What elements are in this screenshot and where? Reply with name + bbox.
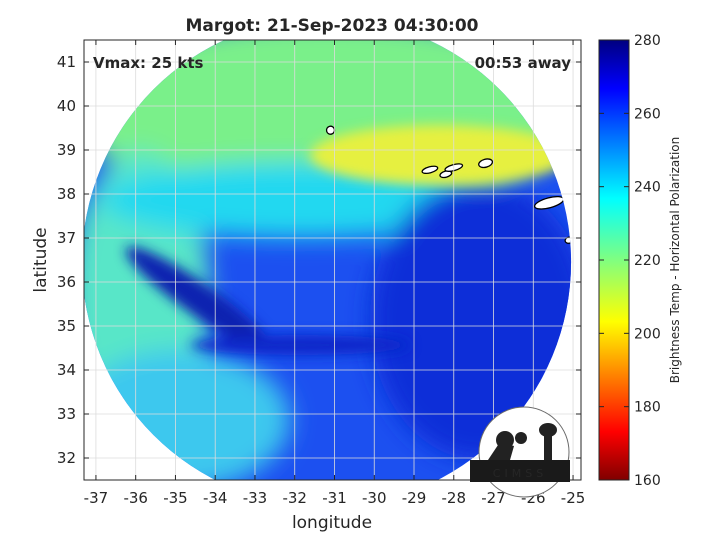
x-tick-label: -34	[203, 489, 228, 507]
y-tick-label: 36	[57, 273, 76, 291]
y-tick-label: 39	[57, 141, 76, 159]
field-cold-band	[125, 246, 275, 354]
time-away-annotation: 00:53 away	[475, 54, 572, 72]
y-tick-label: 35	[57, 317, 76, 335]
x-tick-label: -28	[442, 489, 467, 507]
colorbar-tick-label: 260	[634, 106, 661, 122]
chart-title: Margot: 21-Sep-2023 04:30:00	[186, 16, 479, 36]
field-cold-east	[370, 180, 572, 460]
colorbar-tick-label: 240	[634, 180, 661, 196]
brightness-field	[84, 40, 572, 480]
colorbar-tick-label: 180	[634, 400, 661, 416]
x-tick-label: -33	[243, 489, 268, 507]
colorbar-tick-label: 280	[634, 33, 661, 49]
x-tick-label: -37	[84, 489, 109, 507]
y-tick-label: 32	[57, 449, 76, 467]
colorbar-axis: 160 180 200 220 240 260 280	[599, 33, 661, 489]
y-axis: 32 33 34 35 36 37 38 39 40 41	[57, 53, 581, 467]
y-tick-label: 37	[57, 229, 76, 247]
x-tick-label: -25	[561, 489, 586, 507]
vmax-annotation: Vmax: 25 kts	[93, 54, 203, 72]
cimss-logo: CIMSS	[470, 406, 570, 498]
y-tick-label: 38	[57, 185, 76, 203]
grid	[84, 40, 581, 480]
colorbar-label: Brightness Temp - Horizontal Polarizatio…	[668, 137, 682, 384]
y-tick-label: 40	[57, 97, 76, 115]
colorbar-tick-label: 200	[634, 326, 661, 342]
y-tick-label: 33	[57, 405, 76, 423]
axes-box	[83, 39, 582, 481]
x-axis-label: longitude	[292, 513, 372, 533]
x-tick-label: -32	[282, 489, 307, 507]
island-contour	[439, 170, 453, 179]
cimss-logo-text: CIMSS	[493, 467, 547, 480]
y-tick-label: 41	[57, 53, 76, 71]
field-yellow-band	[310, 125, 570, 185]
y-tick-label: 34	[57, 361, 76, 379]
x-tick-label: -35	[163, 489, 188, 507]
island-contour	[478, 158, 494, 169]
colorbar-tick-label: 220	[634, 253, 661, 269]
land-contours	[325, 125, 572, 244]
field-cold-band-2	[190, 335, 410, 355]
x-tick-label: -27	[481, 489, 506, 507]
x-tick-label: -31	[322, 489, 347, 507]
x-tick-label: -29	[402, 489, 427, 507]
island-contour	[421, 165, 439, 175]
x-tick-label: -36	[123, 489, 148, 507]
y-axis-label: latitude	[31, 227, 51, 292]
colorbar-tick-label: 160	[634, 473, 661, 489]
x-axis: -37 -36 -35 -34 -33 -32 -31 -30 -29 -28 -27 -26 -25	[84, 40, 586, 507]
x-tick-label: -30	[362, 489, 387, 507]
